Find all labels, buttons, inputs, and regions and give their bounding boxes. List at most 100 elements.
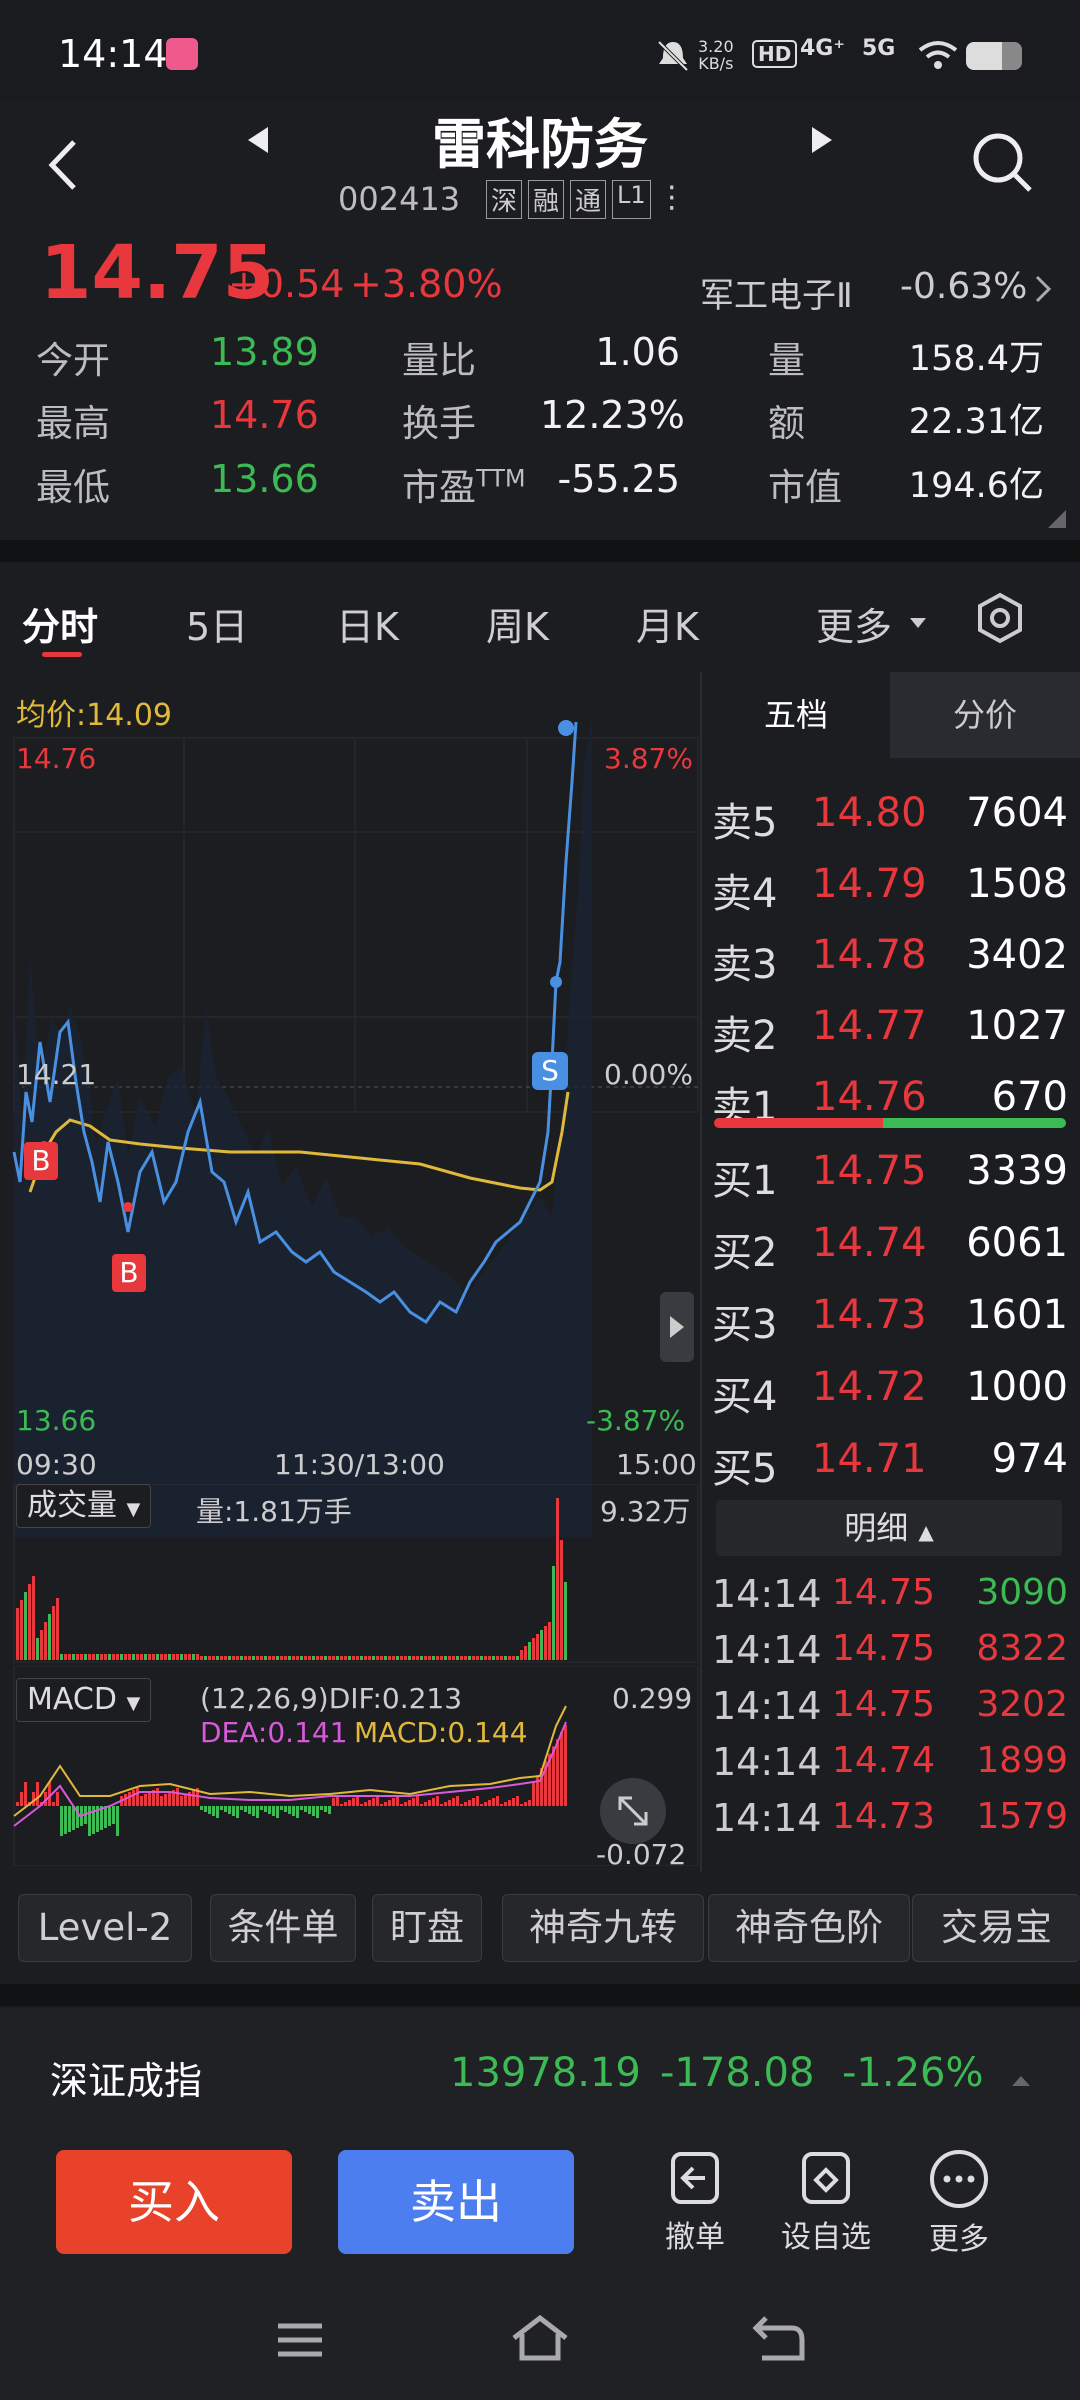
macd-bar [124,1794,127,1806]
search-icon[interactable] [970,130,1034,194]
prev-stock-icon[interactable] [246,125,270,155]
macd-selector[interactable]: MACD ▼ [16,1678,152,1722]
volume-bar [344,1656,347,1660]
tab-five-level[interactable]: 五档 [702,672,890,758]
volume-bar [380,1656,383,1660]
back-icon[interactable] [44,138,80,192]
tick-volume: 1579 [976,1796,1068,1837]
macd-bar [112,1806,115,1824]
magic-color-button[interactable]: 神奇色阶 [708,1894,910,1962]
index-name[interactable]: 深证成指 [50,2059,203,2103]
bid-row[interactable]: 买1 14.75 3339 [712,1138,1068,1208]
volume-bar [516,1656,519,1660]
volume-bar [276,1656,279,1660]
buy-button[interactable]: 买入 [56,2150,292,2254]
volume-bar [304,1656,307,1660]
expand-chart-button[interactable] [660,1292,694,1362]
buy-marker-2[interactable]: B [112,1254,146,1292]
macd-bar [296,1806,299,1818]
tab-more[interactable]: 更多 [816,605,893,649]
volume-bar [376,1656,379,1660]
bid-row[interactable]: 买2 14.74 6061 [712,1210,1068,1280]
vr-value: 1.06 [595,330,680,374]
more-action[interactable]: 更多 [916,2148,1002,2258]
detail-header[interactable]: 明细 ▲ [716,1500,1062,1556]
volume-bar [300,1656,303,1660]
tick-price: 14.74 [832,1740,936,1781]
macd-bar [380,1804,383,1806]
volume-bar [424,1656,427,1660]
ask-row[interactable]: 卖3 14.78 3402 [712,922,1068,992]
volume-bar [80,1654,83,1660]
tab-monthly-k[interactable]: 月K [636,605,699,649]
volume-bar [456,1656,459,1660]
condition-order-button[interactable]: 条件单 [210,1894,356,1962]
macd-bar [324,1806,327,1812]
tab-5day[interactable]: 5日 [186,605,249,649]
trade-treasure-button[interactable]: 交易宝 [912,1894,1080,1962]
level2-button[interactable]: Level-2 [18,1894,192,1962]
tab-price-dist[interactable]: 分价 [890,672,1080,758]
ask-row[interactable]: 卖5 14.80 7604 [712,780,1068,850]
wifi-icon [918,41,958,69]
tab-weekly-k[interactable]: 周K [486,605,549,649]
volume-bar [552,1566,555,1660]
intraday-chart[interactable] [0,672,700,1872]
macd-bar [228,1806,231,1814]
macd-bar [308,1806,311,1814]
macd-bar [440,1804,443,1806]
collapse-icon[interactable] [1010,2074,1032,2088]
macd-bar [160,1796,163,1806]
volume-bar [452,1656,455,1660]
ask-row[interactable]: 卖2 14.77 1027 [712,993,1068,1063]
magic-nine-button[interactable]: 神奇九转 [502,1894,704,1962]
volume-selector[interactable]: 成交量 ▼ [16,1484,152,1528]
sector-name[interactable]: 军工电子Ⅱ [700,276,853,316]
tick-price: 14.75 [832,1572,936,1613]
settings-hex-icon[interactable] [974,592,1026,644]
buy-marker[interactable]: B [24,1142,58,1180]
expand-corner-icon[interactable] [1046,508,1068,530]
tab-intraday[interactable]: 分时 [22,605,99,649]
bid-row[interactable]: 买5 14.71 974 [712,1426,1068,1496]
ask-row[interactable]: 卖4 14.79 1508 [712,851,1068,921]
macd-bar [180,1796,183,1806]
macd-bar [144,1794,147,1806]
turnover-label: 换手 [402,402,476,445]
menu-nav-icon[interactable] [274,2318,326,2362]
watch-button[interactable]: 盯盘 [372,1894,482,1962]
tick-volume: 8322 [976,1628,1068,1669]
open-label: 今开 [36,339,110,382]
back-nav-icon[interactable] [752,2314,806,2362]
tab-daily-k[interactable]: 日K [336,605,399,649]
volume-bar [104,1654,107,1660]
macd-bar [244,1806,247,1812]
fullscreen-button[interactable] [600,1778,666,1844]
macd-bar [156,1788,159,1806]
volume-bar [252,1656,255,1660]
volume-bar [416,1656,419,1660]
sell-marker[interactable]: S [532,1052,568,1090]
bid-row[interactable]: 买3 14.73 1601 [712,1282,1068,1352]
add-watchlist-action[interactable]: 设自选 [776,2148,876,2256]
volume-bar [464,1656,467,1660]
macd-bar [464,1802,467,1806]
macd-bar [352,1798,355,1806]
more-tags-icon[interactable]: ⋮ [656,180,687,215]
volume-bar [76,1654,79,1660]
sell-button[interactable]: 卖出 [338,2150,574,2254]
macd-bar [376,1796,379,1806]
low-value: 13.66 [210,457,319,501]
home-nav-icon[interactable] [510,2312,570,2364]
next-stock-icon[interactable] [810,125,834,155]
macd-bar [384,1802,387,1806]
bid-row[interactable]: 买4 14.72 1000 [712,1354,1068,1424]
chevron-right-icon[interactable] [1034,274,1052,304]
macd-bar [448,1800,451,1806]
sector-change[interactable]: -0.63% [900,266,1028,307]
macd-bar [312,1806,315,1816]
cancel-order-action[interactable]: 撤单 [652,2148,738,2256]
macd-bar [524,1802,527,1806]
macd-bar [280,1806,283,1810]
battery-icon [966,42,1022,70]
